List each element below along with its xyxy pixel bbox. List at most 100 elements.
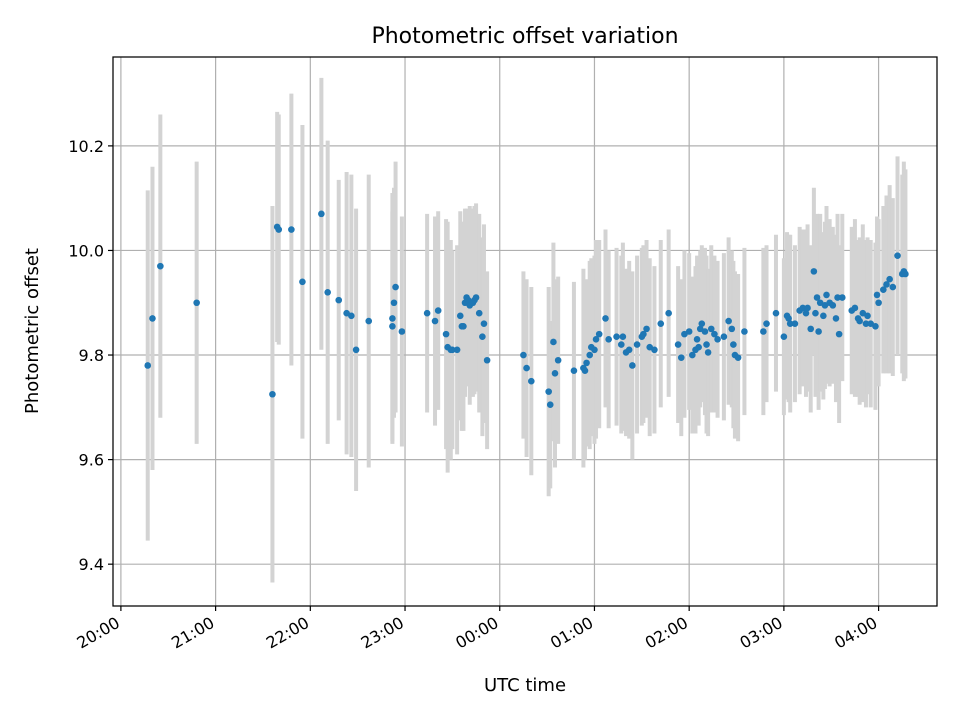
data-point [698, 320, 706, 327]
data-point [851, 304, 859, 312]
data-point [389, 322, 396, 330]
data-point [695, 343, 702, 351]
data-point [335, 296, 343, 304]
data-point [550, 338, 557, 346]
data-point [480, 320, 488, 327]
data-point [431, 317, 439, 325]
x-tick-label: 00:00 [452, 613, 501, 653]
y-tick-label: 9.6 [79, 451, 104, 470]
data-point [856, 317, 863, 325]
data-point [834, 294, 841, 301]
data-point [714, 336, 721, 343]
data-point [889, 283, 897, 291]
data-point [324, 288, 331, 296]
data-point [772, 309, 780, 317]
data-point [815, 328, 822, 335]
data-point [689, 351, 696, 359]
data-point [760, 328, 767, 335]
data-points [144, 210, 909, 409]
data-point [872, 322, 879, 330]
x-tick-label: 20:00 [73, 613, 122, 653]
data-point [392, 283, 399, 291]
x-tick-label: 23:00 [358, 613, 407, 653]
data-point [701, 328, 709, 335]
data-point [460, 322, 467, 330]
data-point [545, 388, 552, 395]
data-point [472, 294, 480, 301]
data-point [785, 315, 792, 322]
data-point [193, 299, 200, 307]
data-point [880, 286, 887, 293]
data-point [883, 281, 890, 288]
data-point [288, 226, 295, 233]
data-point [389, 315, 396, 322]
data-point [483, 356, 491, 364]
data-point [602, 315, 609, 322]
data-point [449, 346, 456, 354]
data-point [780, 333, 788, 341]
data-point [586, 351, 594, 359]
data-point [804, 304, 811, 312]
x-tick-label: 01:00 [547, 613, 596, 653]
data-point [352, 346, 360, 354]
data-point [685, 328, 693, 335]
x-axis-label: UTC time [484, 675, 566, 696]
data-point [149, 315, 156, 322]
data-point [725, 317, 732, 325]
data-point [657, 320, 665, 327]
data-point [570, 367, 578, 375]
data-point [693, 336, 701, 343]
data-point [551, 370, 559, 377]
data-point [703, 341, 710, 348]
data-point [475, 309, 483, 317]
data-point [651, 346, 658, 354]
x-tick-label: 04:00 [831, 613, 880, 653]
data-point [643, 325, 650, 333]
data-point [299, 278, 306, 286]
data-point [791, 320, 799, 327]
data-point [592, 336, 600, 343]
data-point [157, 262, 164, 270]
data-point [318, 210, 325, 218]
data-point [144, 362, 152, 369]
data-point [823, 291, 830, 299]
data-point [348, 312, 355, 320]
data-point [390, 299, 398, 307]
data-point [479, 333, 486, 341]
x-tick-label: 21:00 [168, 613, 217, 653]
y-tick-label: 10.0 [68, 241, 104, 260]
chart-title: Photometric offset variation [371, 24, 678, 49]
data-point [398, 328, 406, 335]
data-point [665, 309, 672, 317]
data-point [711, 330, 718, 338]
data-point [629, 362, 636, 369]
data-point [728, 325, 736, 333]
data-point [520, 351, 527, 359]
data-point [554, 356, 562, 364]
data-point [862, 320, 870, 327]
data-point [812, 309, 819, 317]
data-point [807, 325, 815, 333]
data-point [633, 341, 641, 348]
data-point [763, 320, 770, 327]
data-point [528, 377, 535, 385]
plot-frame [112, 56, 938, 607]
data-point [595, 330, 603, 338]
data-point [730, 341, 737, 348]
data-point [677, 354, 685, 361]
data-point [832, 315, 840, 322]
data-point [720, 333, 728, 341]
data-point [456, 312, 464, 320]
data-point [365, 317, 373, 325]
x-tick-label: 22:00 [263, 613, 312, 653]
y-axis: 9.4 9.6 9.8 10.0 10.2 [68, 137, 113, 574]
data-point [581, 367, 589, 375]
data-point [619, 333, 627, 341]
data-point [741, 328, 748, 335]
data-point [802, 309, 810, 317]
data-point [707, 325, 715, 333]
data-point [894, 252, 901, 259]
data-point [886, 275, 893, 283]
error-bars [145, 77, 908, 583]
data-point [820, 312, 827, 320]
